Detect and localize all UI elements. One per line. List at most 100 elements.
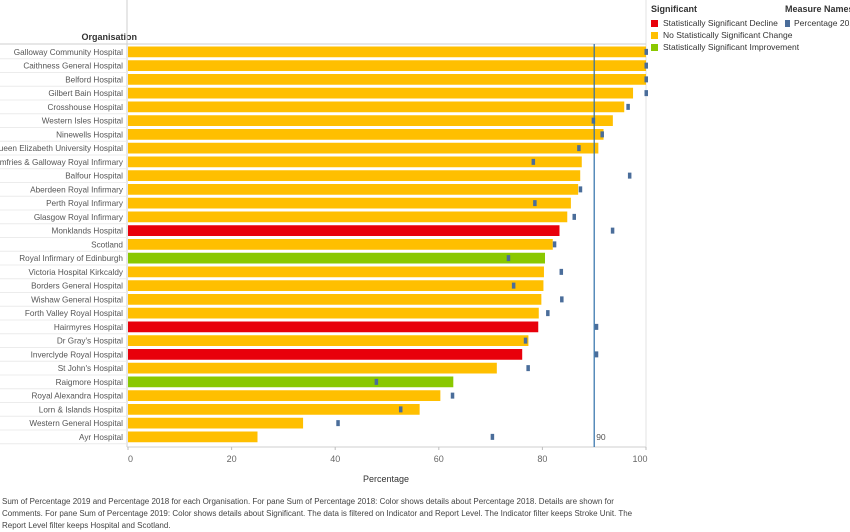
category-label: Monklands Hospital: [52, 227, 124, 236]
category-label: Hairmyres Hospital: [54, 323, 123, 332]
legend-significant-title: Significant: [651, 4, 698, 14]
marker-2018: [398, 406, 403, 413]
legend-swatch-decline: [651, 19, 658, 27]
bar-2019: [128, 321, 539, 333]
legend-label-improvement: Statistically Significant Improvement: [663, 42, 800, 52]
grid-lines: [0, 0, 647, 447]
marker-2018: [594, 351, 599, 358]
bar-2019: [128, 417, 304, 429]
bar-2019: [128, 294, 542, 305]
bar-2019: [128, 197, 571, 209]
marker-2018: [644, 48, 648, 55]
bars-2019: [128, 46, 646, 443]
category-label: Western General Hospital: [29, 419, 123, 428]
bar-2019: [128, 239, 553, 250]
category-label: Balfour Hospital: [65, 172, 123, 181]
marker-2018: [591, 117, 596, 124]
marker-2018: [374, 378, 379, 385]
bar-2019: [128, 362, 497, 374]
legend-swatch-no-change: [651, 31, 658, 39]
bar-2019: [128, 376, 454, 388]
x-axis: 0 20 40 60 80 100: [127, 446, 648, 464]
category-label: Caithness General Hospital: [23, 62, 123, 71]
marker-2018: [559, 268, 564, 275]
legend-measure-title: Measure Names: [785, 4, 850, 14]
bar-2019: [128, 87, 634, 99]
category-label: Queen Elizabeth University Hospital: [0, 144, 123, 153]
bar-2019: [128, 252, 545, 264]
category-label: Raigmore Hospital: [56, 378, 124, 387]
marker-2018: [644, 90, 648, 97]
category-label: Gilbert Bain Hospital: [48, 89, 123, 98]
legend-item-improvement: Statistically Significant Improvement: [651, 41, 799, 53]
chart-footnote: Sum of Percentage 2019 and Percentage 20…: [2, 497, 633, 530]
category-label: Perth Royal Infirmary: [46, 199, 124, 208]
x-tick-label: 60: [434, 454, 444, 464]
marker-2018: [511, 282, 516, 289]
legend-label-2018: Percentage 2018: [794, 18, 850, 28]
row-header: Organisation: [81, 32, 137, 42]
marker-2018: [531, 158, 536, 165]
category-label: Aberdeen Royal Infirmary: [30, 185, 124, 194]
bar-2019: [128, 74, 646, 85]
category-label: Forth Valley Royal Hospital: [25, 309, 123, 318]
legend-measure-names: Measure Names Percentage 2018: [785, 4, 850, 29]
x-tick-label: 100: [632, 454, 647, 464]
marker-2018: [490, 433, 495, 440]
marker-2018: [644, 76, 648, 83]
category-label: Victoria Hospital Kirkcaldy: [29, 268, 124, 277]
marker-2018: [572, 213, 576, 220]
marker-2018: [336, 420, 340, 427]
legend-swatch-2018: [785, 19, 790, 27]
x-tick-label: 40: [330, 454, 340, 464]
marker-2018: [627, 172, 632, 179]
bar-2019: [128, 142, 599, 154]
legend-label-decline: Statistically Significant Decline: [663, 18, 778, 28]
marker-2018: [600, 131, 604, 138]
category-label: Wishaw General Hospital: [31, 295, 123, 304]
bar-2019: [128, 129, 604, 140]
bar-2019: [128, 46, 646, 58]
x-tick-label: 80: [537, 454, 547, 464]
marker-2018: [644, 62, 648, 69]
bar-2019: [128, 156, 582, 168]
marker-2018: [450, 392, 455, 399]
markers-2018: [336, 48, 648, 440]
bar-2019: [128, 184, 579, 195]
category-labels: Galloway Community Hospital Caithness Gen…: [0, 48, 124, 442]
legend-item-decline: Statistically Significant Decline: [651, 17, 799, 29]
bar-2019: [128, 335, 529, 346]
marker-2018: [594, 323, 599, 330]
marker-2018: [533, 200, 537, 207]
category-label: Royal Alexandra Hospital: [32, 392, 124, 401]
marker-2018: [577, 145, 581, 152]
bar-2019: [128, 115, 613, 126]
bar-2019: [128, 280, 544, 291]
bar-2019: [128, 390, 441, 401]
bar-2019: [128, 211, 568, 223]
bar-2019: [128, 60, 646, 71]
marker-2018: [523, 337, 528, 344]
category-label: Inverclyde Royal Hospital: [31, 350, 124, 359]
category-label: Scotland: [91, 240, 123, 249]
marker-2018: [626, 103, 630, 110]
legend-swatch-improvement: [651, 43, 658, 51]
category-label: Glasgow Royal Infirmary: [34, 213, 124, 222]
category-label: Royal Infirmary of Edinburgh: [19, 254, 123, 263]
marker-2018: [546, 310, 550, 317]
reference-line-label: 90: [596, 432, 606, 442]
category-label: Crosshouse Hospital: [47, 103, 123, 112]
category-label: Galloway Community Hospital: [14, 48, 123, 57]
legend-label-no-change: No Statistically Significant Change: [663, 30, 793, 40]
bar-2019: [128, 431, 258, 443]
category-label: Lorn & Islands Hospital: [39, 405, 123, 414]
legend-item-no-change: No Statistically Significant Change: [651, 29, 799, 41]
category-label: Ninewells Hospital: [56, 130, 123, 139]
marker-2018: [552, 241, 557, 248]
bar-2019: [128, 404, 420, 415]
legend-significant: Significant Statistically Significant De…: [651, 4, 799, 53]
bar-2019: [128, 349, 523, 360]
x-tick-label: 20: [227, 454, 237, 464]
bar-2019: [128, 307, 539, 319]
